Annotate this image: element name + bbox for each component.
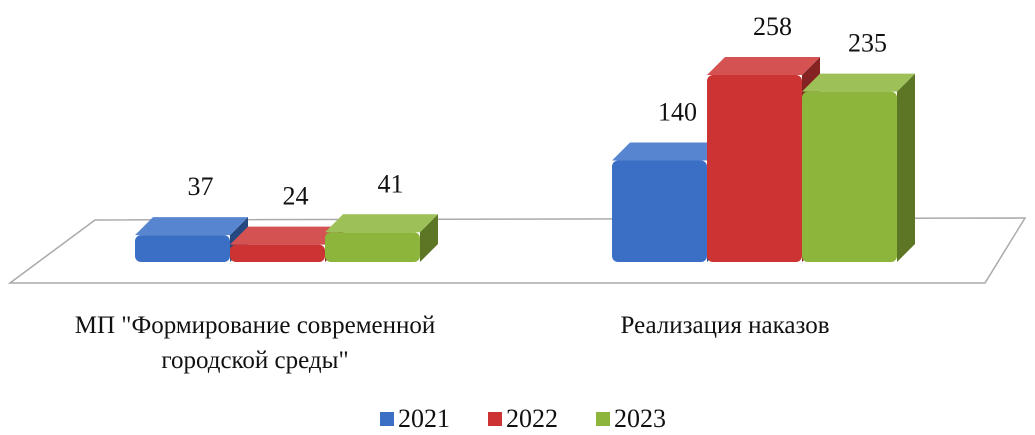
data-label: 37 bbox=[188, 172, 214, 201]
bar-top bbox=[325, 214, 438, 233]
x-tick-label: МП "Формирование современной городской с… bbox=[74, 312, 436, 374]
bar bbox=[325, 232, 420, 262]
data-label: 258 bbox=[753, 12, 792, 41]
legend-swatch bbox=[488, 412, 502, 426]
data-label: 235 bbox=[848, 29, 887, 58]
legend-label: 2022 bbox=[506, 404, 558, 433]
legend-label: 2021 bbox=[398, 404, 450, 433]
x-tick-label: Реализация наказов bbox=[620, 312, 830, 339]
legend-swatch bbox=[380, 412, 394, 426]
data-label: 41 bbox=[378, 169, 404, 198]
bar-side bbox=[420, 214, 438, 262]
bar-top bbox=[707, 57, 820, 75]
data-label: 24 bbox=[283, 182, 309, 211]
data-label: 140 bbox=[658, 98, 697, 127]
bar-side bbox=[897, 73, 915, 263]
bar bbox=[707, 75, 802, 262]
legend-label: 2023 bbox=[614, 404, 666, 433]
legend-swatch bbox=[596, 412, 610, 426]
bar bbox=[612, 160, 707, 262]
bar bbox=[135, 235, 230, 262]
bar-top bbox=[612, 142, 725, 161]
bar-top bbox=[230, 226, 343, 245]
bar-top bbox=[135, 217, 248, 236]
bar bbox=[230, 244, 325, 262]
bar bbox=[802, 91, 897, 263]
bar-top bbox=[802, 73, 915, 92]
